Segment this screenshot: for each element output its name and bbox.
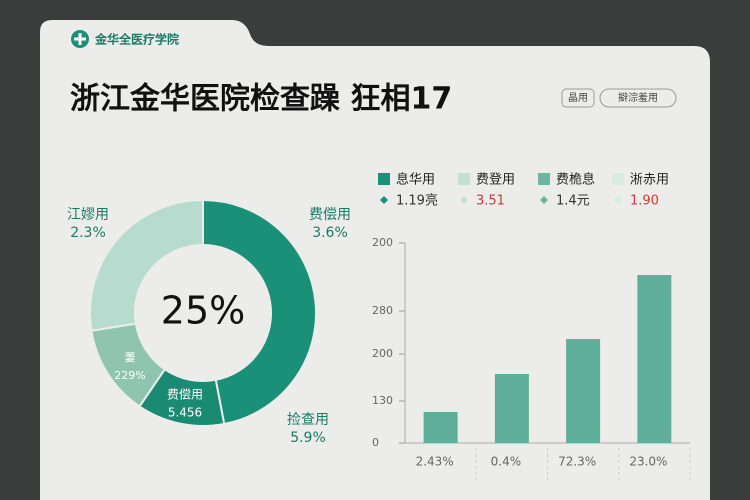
legend-note: 1.4元 [556,194,590,209]
legend-note: 3.51 [476,194,505,209]
bar [423,412,458,443]
legend-diamond [614,196,622,204]
y-tick-label: 280 [372,304,393,317]
legend-diamond [380,196,388,204]
bar-chart: 息华用 1.19亮 费登用 3.51 费桅息 1.4元 淅赤用 1.90 0 130 200 280 2… [372,172,691,480]
annotation-title: 萋 [125,351,136,364]
y-tick-label: 200 [372,236,393,249]
x-tick-label: 23.0% [629,455,667,469]
x-tick-label: 0.4% [491,455,522,469]
annotation-value: 2.3% [70,225,106,241]
button[interactable] [599,88,677,108]
legend-label: 费桅息 [556,172,595,188]
annotation-title: 江嫪用 [67,207,109,223]
bar [566,339,601,443]
annotation-title: 费偿用 [309,207,351,223]
button[interactable] [561,88,595,108]
annotation-value: 5.456 [168,406,202,420]
button-label[interactable]: 晶用 [568,92,588,104]
page-title: 浙江金华医院检查躁 狂相17 [70,82,452,117]
logo-text: 金华全医疗学院 [94,32,179,47]
y-tick-label: 200 [372,347,393,360]
legend-label: 淅赤用 [630,173,669,188]
legend-swatch [458,173,470,185]
legend-swatch [612,173,624,185]
legend-label: 息华用 [396,172,435,188]
bar [637,275,672,443]
annotation-title: 捡查用 [287,411,329,428]
legend-swatch [538,173,550,185]
logo-cross [74,33,86,45]
annotation-title: 费偿用 [167,387,203,402]
button-label[interactable]: 擗淙羞用 [618,91,658,104]
x-tick-label: 2.43% [416,455,454,469]
legend-note: 1.90 [630,194,659,209]
x-tick-label: 72.3% [558,455,596,469]
annotation-value: 229% [114,369,145,382]
legend-label: 费登用 [476,173,515,188]
center-label: 25% [161,289,245,333]
donut-segment [89,198,204,332]
y-tick-label: 130 [372,394,393,407]
donut-chart: 25% 江嫪用 2.3% 费偿用 3.6% 萋 229% 费偿用 5.456 捡查用 5.9% [67,198,351,446]
y-tick-label: 0 [372,436,379,449]
legend-note: 1.19亮 [396,193,438,209]
legend-diamond [540,196,548,204]
bar [494,374,529,443]
annotation-value: 5.9% [290,430,326,446]
legend-diamond [460,196,468,204]
annotation-value: 3.6% [312,225,348,241]
legend-swatch [378,173,390,185]
donut-segment [202,198,317,426]
